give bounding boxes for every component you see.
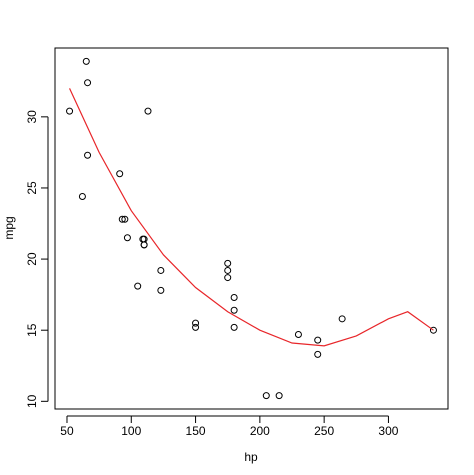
y-tick-label: 25 [25,181,39,195]
point [157,286,165,294]
x-tick-label: 300 [378,424,398,438]
point [84,79,92,87]
x-tick-label: 250 [314,424,334,438]
point [78,192,86,200]
point [66,107,74,115]
point [123,234,131,242]
x-axis-label: hp [244,450,258,464]
fit-curve [69,88,434,347]
y-tick-label: 15 [25,323,39,337]
point [224,259,232,267]
x-tick-label: 200 [250,424,270,438]
point [275,392,283,400]
point [294,330,302,338]
y-tick-label: 20 [25,252,39,266]
point [82,57,90,65]
y-axis-label: mpg [2,216,16,239]
point [192,319,200,327]
point [121,215,129,223]
point [157,266,165,274]
point [118,215,126,223]
point [139,235,147,243]
plot-box [54,47,449,410]
point [230,306,238,314]
point [230,293,238,301]
x-tick-label: 150 [186,424,206,438]
x-tick-label: 50 [60,424,74,438]
point [116,170,124,178]
point [338,315,346,323]
point [144,107,152,115]
point [230,323,238,331]
y-tick-label: 30 [25,110,39,124]
x-tick-label: 100 [121,424,141,438]
point [224,266,232,274]
point [314,336,322,344]
point [262,392,270,400]
point [134,282,142,290]
point [84,151,92,159]
point [192,323,200,331]
point [140,241,148,249]
y-tick-label: 10 [25,394,39,408]
point [429,326,437,334]
point [224,274,232,282]
point [314,350,322,358]
